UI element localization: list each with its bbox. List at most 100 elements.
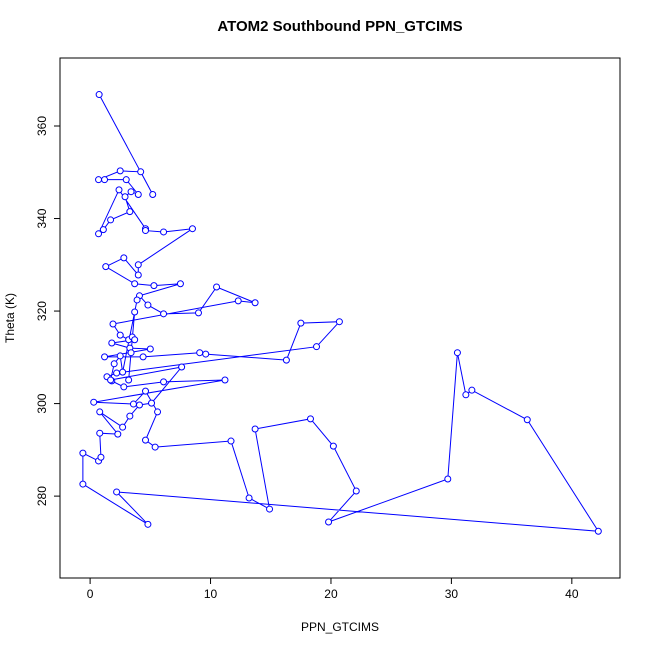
point <box>176 280 184 288</box>
point <box>154 408 162 416</box>
point <box>102 263 110 271</box>
point <box>131 308 139 316</box>
point <box>137 168 145 176</box>
point <box>160 228 168 236</box>
plot-frame <box>59 57 621 579</box>
point <box>97 453 105 461</box>
x-tick-label: 0 <box>87 587 94 601</box>
point <box>282 356 290 364</box>
point <box>101 176 109 184</box>
point <box>131 336 139 344</box>
point <box>227 437 235 445</box>
x-tick-label: 20 <box>324 587 338 601</box>
point <box>213 283 221 291</box>
point <box>148 399 156 407</box>
point <box>116 331 124 339</box>
point <box>313 343 321 351</box>
chart-title: ATOM2 Southbound PPN_GTCIMS <box>217 18 462 35</box>
point <box>122 176 130 184</box>
point <box>79 480 87 488</box>
point <box>297 319 305 327</box>
point <box>115 186 123 194</box>
point <box>325 518 333 526</box>
point <box>113 369 121 377</box>
point <box>114 430 122 438</box>
point <box>120 254 128 262</box>
point <box>110 360 118 368</box>
point <box>119 423 127 431</box>
point <box>144 301 152 309</box>
point <box>306 415 314 423</box>
point <box>146 345 154 353</box>
point <box>149 190 157 198</box>
point <box>462 391 470 399</box>
point <box>444 475 452 483</box>
point <box>160 378 168 386</box>
point <box>108 339 116 347</box>
point <box>125 376 133 384</box>
point <box>245 494 253 502</box>
point <box>150 282 158 290</box>
point <box>196 349 204 357</box>
point <box>127 188 135 196</box>
point <box>121 193 129 201</box>
point <box>468 386 476 394</box>
point <box>523 416 531 424</box>
point <box>126 412 134 420</box>
point <box>131 280 139 288</box>
point <box>453 349 461 357</box>
point <box>352 487 360 495</box>
point <box>329 442 337 450</box>
point <box>116 352 124 360</box>
point <box>113 488 121 496</box>
point <box>134 261 142 269</box>
point <box>133 296 141 304</box>
point <box>119 368 127 376</box>
point <box>99 226 107 234</box>
point <box>101 353 109 361</box>
point <box>90 398 98 406</box>
point <box>107 376 115 384</box>
point <box>127 349 135 357</box>
point <box>107 216 115 224</box>
point <box>135 401 143 409</box>
point <box>95 91 103 99</box>
y-axis-label: Theta (K) <box>3 293 17 343</box>
point <box>194 309 202 317</box>
y-tick-label: 280 <box>35 486 49 506</box>
point <box>202 350 210 358</box>
point <box>178 363 186 371</box>
x-tick-label: 30 <box>445 587 459 601</box>
point <box>188 225 196 233</box>
y-tick-label: 300 <box>35 393 49 413</box>
y-tick-label: 340 <box>35 208 49 228</box>
y-tick-label: 360 <box>35 116 49 136</box>
point <box>96 408 104 416</box>
point <box>142 387 150 395</box>
x-tick-label: 40 <box>565 587 579 601</box>
point <box>142 436 150 444</box>
point <box>221 376 229 384</box>
point <box>95 230 103 238</box>
point <box>109 320 117 328</box>
point <box>139 353 147 361</box>
point <box>160 310 168 318</box>
point <box>126 208 134 216</box>
point <box>144 520 152 528</box>
point <box>79 449 87 457</box>
point <box>95 176 103 184</box>
x-tick-label: 10 <box>204 587 218 601</box>
point <box>251 425 259 433</box>
point <box>134 271 142 279</box>
y-tick-label: 320 <box>35 301 49 321</box>
point <box>96 429 104 437</box>
point <box>335 318 343 326</box>
point <box>116 167 124 175</box>
point <box>120 383 128 391</box>
point <box>251 299 259 307</box>
point <box>134 190 142 198</box>
point <box>594 527 602 535</box>
point <box>234 297 242 305</box>
point <box>129 400 137 408</box>
